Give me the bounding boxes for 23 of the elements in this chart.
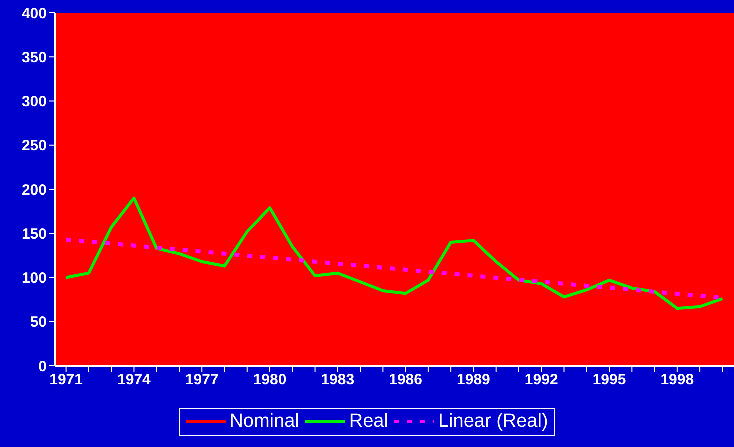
x-tick-label: 1986 <box>389 372 423 389</box>
x-tick-label: 1971 <box>50 372 84 389</box>
line-series <box>64 196 724 310</box>
y-tick-label: 200 <box>22 182 47 199</box>
x-tick-label: 1998 <box>660 372 694 389</box>
legend-label: Real <box>349 411 388 433</box>
x-tick-label: 1980 <box>253 372 287 389</box>
x-tick-label: 1989 <box>457 372 490 389</box>
x-tick-label: 1992 <box>524 372 558 389</box>
y-tick-label: 250 <box>22 138 47 155</box>
y-tick-label: 350 <box>22 49 47 66</box>
y-tick-label: 150 <box>22 226 47 243</box>
y-tick-label: 400 <box>22 5 47 22</box>
y-tick-label: 50 <box>30 314 47 332</box>
x-tick-label: 1995 <box>592 372 626 389</box>
y-tick-label: 300 <box>22 94 47 111</box>
legend-label: Nominal <box>230 411 300 433</box>
y-tick-label: 100 <box>22 270 47 288</box>
y-tick-label: 0 <box>38 358 47 376</box>
x-tick-label: 1977 <box>185 372 219 389</box>
x-tick-label: 1974 <box>118 372 152 389</box>
x-tick-label: 1983 <box>321 372 355 389</box>
legend-label: Linear (Real) <box>438 411 548 433</box>
